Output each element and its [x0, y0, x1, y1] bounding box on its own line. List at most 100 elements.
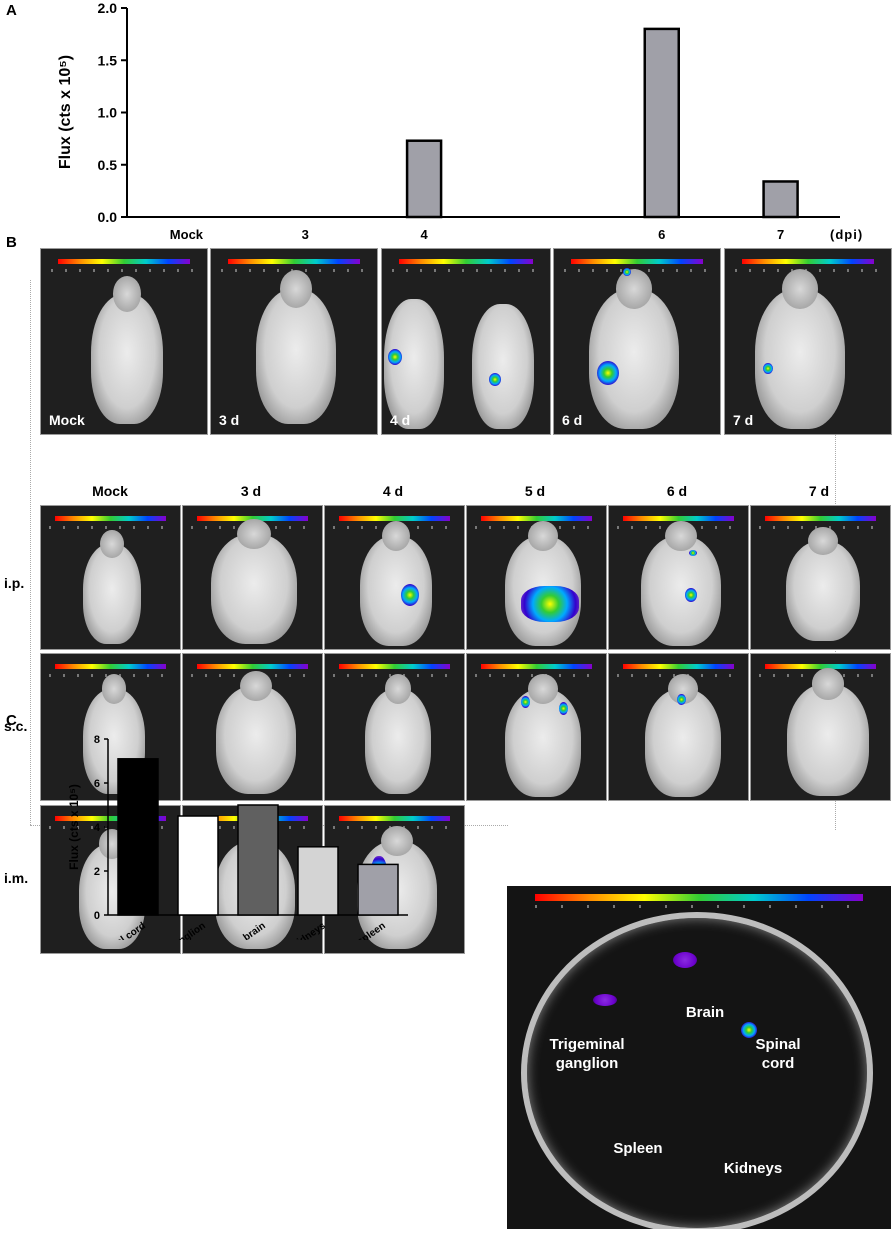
photo-top-3d: 3 d: [210, 248, 378, 435]
grid-column-header: 4 d: [382, 483, 404, 499]
grid-row-header: i.p.: [4, 575, 25, 591]
bar: [297, 846, 339, 916]
color-scale-bar: [570, 259, 704, 264]
photo-top-4d: 4 d: [381, 248, 551, 435]
grid-row-header: i.m.: [4, 870, 29, 886]
top-photo-label: Mock: [49, 412, 85, 428]
grid-column-header: 6 d: [666, 483, 688, 499]
scale-ticks: [392, 269, 540, 272]
y-tick-label: 1.0: [98, 105, 118, 121]
bar: [177, 815, 219, 916]
y-axis-title: Flux (cts x 10⁵): [57, 55, 74, 169]
color-scale-bar: [227, 259, 361, 264]
bioluminescence-signal: [489, 373, 501, 386]
y-tick-label: 1.5: [98, 52, 118, 68]
bioluminescence-signal: [401, 584, 419, 606]
color-scale-bar: [764, 516, 877, 521]
grid-row-header: s.c.: [4, 718, 28, 734]
panel-label-b: B: [6, 234, 17, 251]
y-tick-label: 0.0: [98, 209, 118, 225]
scale-ticks: [49, 526, 172, 529]
mouse-silhouette: [786, 527, 860, 641]
organ-label-trigeminal-line2: ganglion: [555, 1055, 619, 1072]
bioluminescence-signal: [685, 588, 697, 602]
color-scale-bar: [196, 516, 309, 521]
organ-label-brain: Brain: [685, 1004, 725, 1021]
bar: [357, 863, 399, 916]
photo-ip-mock: [40, 505, 181, 650]
mouse-silhouette: [216, 670, 296, 794]
x-tick-label: 7: [777, 227, 784, 242]
photo-sc-mock: [40, 653, 181, 801]
color-scale-bar: [196, 664, 309, 669]
y-tick-label: 4: [94, 822, 101, 834]
color-scale-bar: [622, 664, 735, 669]
bioluminescence-signal: [689, 550, 697, 556]
mouse-silhouette: [472, 304, 534, 429]
x-tick-label: 6: [658, 227, 665, 242]
color-scale-bar: [535, 894, 863, 901]
kidney-tissue: [507, 986, 537, 1012]
color-scale-bar: [338, 516, 451, 521]
y-tick-label: 6: [94, 778, 100, 790]
x-tick-label: 4: [420, 227, 428, 242]
photo-ip-6d: [608, 505, 749, 650]
mouse-silhouette: [641, 520, 721, 646]
color-scale-bar: [338, 664, 451, 669]
y-tick-label: 8: [94, 734, 100, 746]
panel-label-c: C: [6, 712, 17, 729]
color-scale-bar: [338, 816, 451, 821]
scale-ticks: [50, 269, 198, 272]
bioluminescence-signal: [521, 586, 579, 622]
color-scale-bar: [54, 516, 167, 521]
top-photo-label: 7 d: [733, 412, 754, 428]
grid-column-header: 5 d: [524, 483, 546, 499]
y-axis-title: Flux (cts x 10⁵): [67, 784, 81, 870]
color-scale-bar: [480, 664, 593, 669]
x-tick-label: kidneys: [291, 920, 328, 940]
color-scale-bar: [54, 664, 167, 669]
top-photo-label: 4 d: [390, 412, 411, 428]
bar: [117, 758, 159, 916]
kidney-tissue: [507, 960, 537, 986]
color-scale-bar: [764, 664, 877, 669]
color-scale-bar: [480, 516, 593, 521]
x-tick-label: brain: [241, 920, 267, 940]
x-tick-label: spinal cord: [98, 920, 148, 940]
mouse-silhouette: [256, 270, 336, 424]
connector-left: [30, 280, 31, 825]
grid-column-header: Mock: [92, 483, 128, 499]
photo-top-6d: 6 d: [553, 248, 721, 435]
photo-ip-3d: [182, 505, 323, 650]
bioluminescence-signal: [673, 952, 697, 968]
photo-sc-4d: [324, 653, 465, 801]
top-photo-label: 3 d: [219, 412, 240, 428]
color-scale-bar: [54, 816, 167, 821]
mouse-silhouette: [91, 275, 163, 424]
chart-c: 02468spinal cordtrigeminal ganglionbrain…: [67, 734, 408, 940]
bar: [405, 139, 443, 219]
color-scale-bar: [741, 259, 875, 264]
bioluminescence-signal: [677, 694, 686, 705]
photo-ip-4d: [324, 505, 465, 650]
photo-ip-5d: [466, 505, 607, 650]
x-tick-label: spleen: [355, 920, 387, 940]
y-tick-label: 0: [94, 910, 100, 922]
y-tick-label: 2.0: [98, 0, 118, 16]
petri-dish: [521, 912, 873, 1229]
top-photo-label: 6 d: [562, 412, 583, 428]
chart-a: 0.0 0.5 1.0 1.5 2.0 Mock 3 4 6 7 (dpi) Flux (cts x …: [57, 0, 862, 242]
scale-ticks: [49, 826, 172, 829]
mouse-silhouette: [365, 674, 431, 794]
bar: [762, 180, 799, 219]
bioluminescence-signal: [741, 1022, 757, 1038]
bioluminescence-signal: [521, 696, 530, 708]
mouse-silhouette: [645, 673, 721, 797]
x-tick-label: 3: [302, 227, 309, 242]
organ-label-spinal-line2: cord: [761, 1055, 795, 1072]
mouse-silhouette: [787, 668, 869, 796]
organ-label-spleen: Spleen: [613, 1140, 663, 1157]
mouse-silhouette: [211, 518, 297, 644]
photo-sc-7d: [750, 653, 891, 801]
photo-sc-3d: [182, 653, 323, 801]
